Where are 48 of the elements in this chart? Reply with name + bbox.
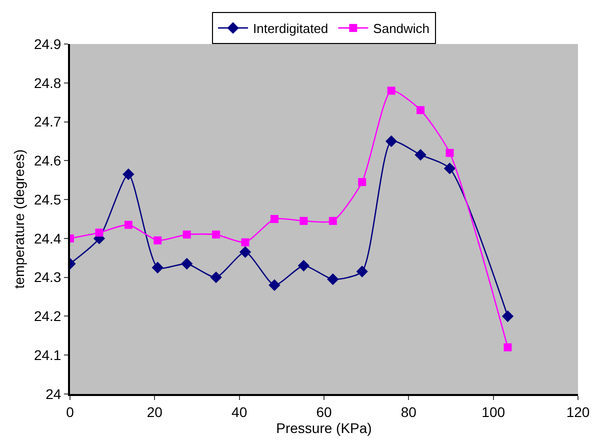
x-tick-label: 100: [482, 404, 506, 420]
point: [385, 135, 398, 148]
point: [414, 148, 426, 161]
point: [502, 310, 514, 322]
point: [180, 258, 193, 270]
point: [124, 220, 132, 229]
point: [444, 162, 456, 174]
point: [327, 273, 339, 286]
x-tick-label: 40: [232, 404, 248, 420]
point: [95, 228, 104, 237]
x-tick-label: 80: [400, 404, 417, 420]
point: [152, 262, 164, 274]
point: [387, 86, 396, 95]
point: [298, 260, 310, 272]
y-tick-label: 24.6: [34, 152, 62, 169]
y-tick-label: 24.4: [34, 230, 62, 246]
y-tick-label: 24.9: [34, 36, 62, 52]
point: [122, 168, 134, 180]
y-tick-label: 24.8: [34, 74, 62, 91]
point: [182, 230, 191, 239]
point: [356, 266, 368, 278]
y-tick-label: 24.5: [34, 191, 62, 208]
point: [358, 178, 366, 186]
point: [210, 271, 222, 284]
x-axis-title: Pressure (KPa): [276, 420, 372, 436]
point: [268, 279, 280, 291]
x-tick-label: 20: [146, 404, 163, 420]
point: [241, 238, 250, 246]
point: [154, 236, 162, 244]
point: [446, 148, 454, 157]
legend-label: Sandwich: [373, 21, 430, 36]
y-tick-label: 24.1: [34, 347, 62, 364]
point: [328, 216, 337, 225]
point: [212, 230, 220, 239]
point: [239, 246, 252, 258]
y-tick-label: 24.3: [34, 269, 62, 286]
x-tick-label: 120: [566, 404, 590, 420]
y-tick-label: 24.7: [34, 114, 62, 130]
y-tick-label: 24: [46, 386, 62, 402]
x-tick-label: 60: [316, 404, 332, 420]
y-axis-title: temperature (degrees): [11, 149, 28, 289]
point: [270, 215, 278, 223]
point: [416, 106, 425, 114]
point: [300, 216, 308, 225]
y-tick-label: 24.2: [34, 308, 62, 324]
legend-label: Interdigitated: [253, 21, 328, 36]
x-tick-label: 0: [66, 404, 74, 420]
point: [504, 343, 512, 352]
